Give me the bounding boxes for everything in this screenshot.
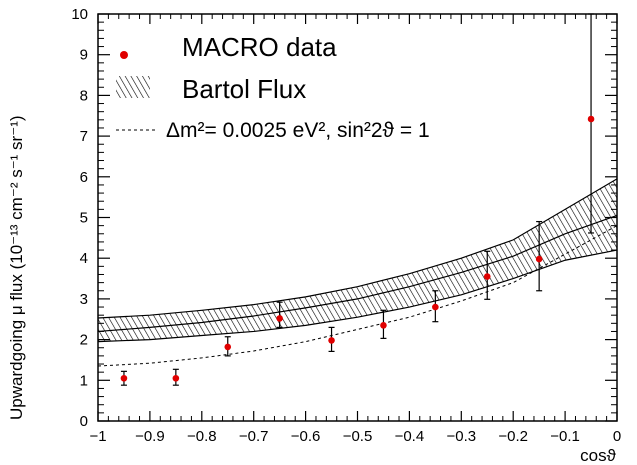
y-tick-label: 10 — [71, 6, 88, 23]
y-tick-label: 5 — [80, 210, 88, 227]
x-tick-label: −0.8 — [187, 428, 217, 445]
y-tick-label: 3 — [80, 291, 88, 308]
y-tick-label: 1 — [80, 372, 88, 389]
bartol-band-upper — [97, 178, 618, 319]
legend: MACRO data Bartol Flux Δm²= 0.0025 eV², … — [116, 32, 430, 142]
y-tick-label: 2 — [80, 332, 88, 349]
x-tick-label: 0 — [613, 428, 621, 445]
macro-data-point — [328, 337, 335, 344]
x-tick-label: −0.7 — [239, 428, 269, 445]
bartol-band-center — [97, 214, 618, 333]
legend-swatch-bartol — [116, 76, 150, 98]
y-tick-label: 7 — [80, 128, 88, 145]
macro-data-point — [120, 374, 128, 382]
y-axis-title: Upwardgoing μ flux (10⁻¹³ cm⁻² s⁻¹ sr⁻¹) — [7, 115, 26, 420]
plot-frame — [97, 13, 618, 422]
x-tick-label: −0.5 — [343, 428, 373, 445]
macro-data-point — [432, 303, 439, 311]
macro-data-point — [587, 115, 595, 123]
bartol-band-fill — [98, 178, 617, 342]
macro-data-point — [276, 315, 283, 322]
macro-data-point — [380, 322, 387, 329]
x-tick-label: −0.4 — [395, 428, 425, 445]
x-tick-label: −0.9 — [135, 428, 165, 445]
x-tick-label: −1 — [89, 428, 106, 445]
y-tick-label: 4 — [80, 250, 88, 267]
x-tick-label: −0.1 — [550, 428, 580, 445]
x-tick-label: −0.3 — [446, 428, 476, 445]
oscillation-curve — [97, 225, 618, 367]
y-tick-label: 6 — [80, 169, 88, 186]
macro-data-point — [535, 255, 543, 263]
x-axis-title: cosϑ — [580, 446, 616, 465]
y-tick-label: 0 — [80, 413, 88, 430]
legend-label-macro: MACRO data — [182, 32, 337, 62]
legend-label-bartol: Bartol Flux — [182, 74, 306, 104]
legend-marker-macro — [120, 51, 128, 59]
legend-label-oscillation: Δm²= 0.0025 eV², sin²2ϑ = 1 — [166, 119, 430, 142]
bartol-band-lower — [97, 249, 618, 343]
y-tick-label: 8 — [80, 87, 88, 104]
macro-data-point — [224, 343, 232, 351]
y-tick-label: 9 — [80, 47, 88, 64]
macro-data-point — [483, 273, 491, 280]
macro-data-point — [172, 374, 180, 382]
x-tick-label: −0.6 — [291, 428, 321, 445]
x-tick-label: −0.2 — [498, 428, 528, 445]
